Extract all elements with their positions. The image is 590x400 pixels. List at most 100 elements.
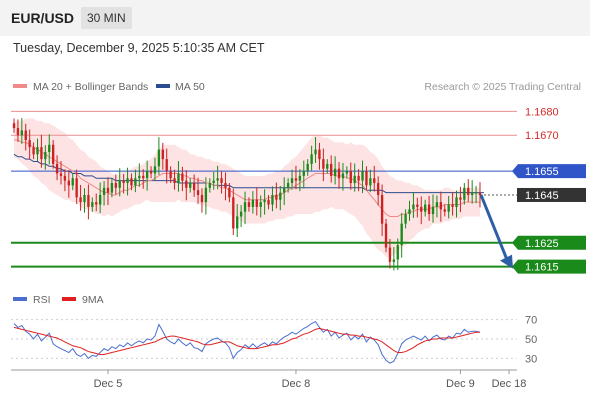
- candle-body: [44, 151, 47, 160]
- candle-body: [212, 180, 215, 184]
- candle: [59, 161, 63, 185]
- candle-body: [122, 180, 125, 184]
- ma9-legend-swatch: [62, 297, 76, 301]
- candle: [220, 171, 223, 194]
- x-tick-label: Dec 9: [446, 378, 475, 390]
- candle-body: [83, 194, 86, 203]
- last-price-label: 1.1645: [525, 190, 559, 202]
- rsi-tick-30: 30: [525, 353, 537, 365]
- candle-body: [345, 171, 349, 174]
- candle-body: [447, 204, 450, 212]
- candle: [427, 195, 431, 221]
- candle: [130, 173, 133, 191]
- candle-body: [138, 175, 141, 179]
- candle-body: [24, 130, 27, 141]
- x-tick-label: Dec 18: [492, 378, 527, 390]
- candle: [470, 180, 474, 204]
- candle-body: [67, 180, 70, 186]
- candle-body: [314, 149, 317, 155]
- candle: [51, 140, 55, 169]
- candles: [12, 118, 482, 271]
- level-tag-1.1615: [512, 259, 586, 274]
- candle-body: [63, 175, 67, 181]
- candle: [149, 166, 153, 179]
- candle: [40, 134, 43, 168]
- candle: [110, 178, 114, 198]
- candle: [255, 187, 258, 216]
- candle-body: [326, 163, 329, 169]
- candle: [212, 172, 215, 190]
- candle: [416, 197, 419, 218]
- candle: [251, 191, 255, 214]
- candle-body: [196, 190, 200, 195]
- candle: [286, 178, 290, 193]
- candle: [87, 184, 90, 220]
- candle: [16, 119, 20, 142]
- candle-body: [106, 187, 110, 193]
- candle-body: [255, 199, 258, 207]
- candle-body: [71, 178, 74, 186]
- candle-body: [239, 211, 243, 217]
- candle-body: [279, 192, 282, 200]
- candle-body: [236, 216, 239, 229]
- candle: [451, 192, 454, 216]
- candle-body: [341, 173, 345, 179]
- candle-body: [228, 187, 231, 198]
- candle: [271, 186, 274, 212]
- candle-body: [177, 173, 180, 184]
- candle: [463, 183, 466, 205]
- candle-body: [87, 194, 90, 207]
- credit-label: Research © 2025 Trading Central: [424, 81, 581, 93]
- x-axis: Dec 5 Dec 8 Dec 9 Dec 18: [11, 369, 527, 390]
- candle-body: [134, 178, 137, 186]
- candle: [318, 142, 321, 170]
- candle-body: [220, 178, 223, 184]
- candle-body: [333, 168, 337, 176]
- candle: [283, 177, 286, 206]
- candle: [20, 118, 24, 144]
- candle-body: [290, 178, 294, 184]
- candle: [185, 170, 188, 201]
- candle-body: [294, 178, 298, 181]
- candle-body: [455, 197, 458, 207]
- candle: [290, 169, 294, 190]
- candle-body: [318, 149, 321, 160]
- candle-body: [400, 223, 403, 246]
- candle: [196, 177, 200, 204]
- candle: [153, 157, 157, 181]
- candle-body: [349, 171, 352, 184]
- candle-body: [173, 178, 176, 184]
- candle-body: [302, 171, 305, 176]
- timeframe-badge[interactable]: 30 MIN: [81, 7, 132, 29]
- projection-arrowhead: [500, 254, 513, 269]
- candle: [243, 191, 247, 225]
- candle-body: [95, 202, 98, 205]
- candle-body: [247, 202, 251, 207]
- candle-body: [36, 147, 39, 155]
- candle: [357, 169, 360, 192]
- candle: [228, 183, 231, 203]
- candle-body: [439, 202, 443, 210]
- candle: [455, 190, 458, 218]
- ma9-legend-label: 9MA: [82, 294, 104, 306]
- candle: [55, 155, 59, 181]
- timestamp: Tuesday, December 9, 2025 5:10:35 AM CET: [13, 41, 265, 55]
- candle: [412, 192, 415, 218]
- candle-body: [467, 187, 470, 195]
- candle: [71, 173, 74, 191]
- candle: [145, 160, 149, 191]
- candle-body: [251, 199, 255, 207]
- candle: [345, 166, 349, 179]
- candle-body: [200, 194, 204, 203]
- candle-body: [55, 163, 59, 174]
- candle: [134, 169, 137, 193]
- level-tag-1.1655: [512, 164, 586, 179]
- candle: [333, 156, 337, 185]
- candle: [408, 200, 411, 221]
- candle: [204, 177, 208, 215]
- candle: [314, 137, 317, 163]
- candle-body: [130, 178, 133, 186]
- candle-body: [157, 149, 161, 167]
- last-price-tag: [517, 187, 586, 202]
- candle: [106, 177, 110, 206]
